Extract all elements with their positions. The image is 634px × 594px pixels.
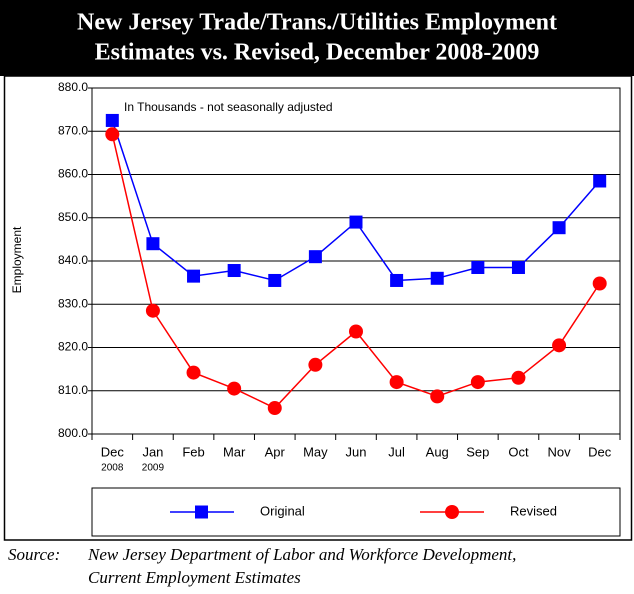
source-text: Current Employment Estimates (88, 568, 301, 587)
marker (227, 381, 242, 396)
marker (186, 365, 201, 380)
x-tick-label: Jun (346, 444, 367, 459)
x-tick-label: Oct (508, 444, 529, 459)
x-tick-label: May (303, 444, 328, 459)
legend-label: Revised (510, 503, 557, 518)
marker (308, 357, 323, 372)
legend-box (91, 487, 621, 537)
x-tick-label: Jan (142, 444, 163, 459)
annotation: In Thousands - not seasonally adjusted (124, 100, 333, 114)
x-tick-label: Feb (182, 444, 204, 459)
marker (511, 370, 526, 385)
marker (268, 273, 282, 287)
marker (552, 338, 567, 353)
marker (471, 260, 485, 274)
x-tick-label: Jul (388, 444, 405, 459)
y-tick-label: 840.0 (58, 253, 88, 267)
marker (430, 389, 445, 404)
y-axis-label: Employment (10, 226, 24, 293)
source-text: New Jersey Department of Labor and Workf… (87, 545, 516, 564)
marker (267, 401, 282, 416)
x-tick-label: Nov (548, 444, 572, 459)
marker (593, 174, 607, 188)
chart-title: Estimates vs. Revised, December 2008-200… (95, 40, 540, 66)
marker (187, 269, 201, 283)
marker (390, 273, 404, 287)
x-tick-label: Apr (265, 444, 286, 459)
marker (430, 271, 444, 285)
marker (227, 264, 241, 278)
y-tick-label: 880.0 (58, 80, 88, 94)
legend-label: Original (260, 503, 305, 518)
x-tick-label: Sep (466, 444, 489, 459)
y-tick-label: 820.0 (58, 340, 88, 354)
marker (511, 260, 525, 274)
x-tick-label: Dec (588, 444, 612, 459)
series-line (111, 120, 601, 282)
source-label: Source: (8, 545, 60, 564)
series-line (111, 134, 601, 409)
x-tick-sublabel: 2008 (101, 463, 124, 474)
marker (552, 221, 566, 235)
marker (105, 113, 119, 127)
marker (349, 215, 363, 229)
frame (3, 75, 633, 541)
y-tick-label: 870.0 (58, 123, 88, 137)
y-tick-label: 810.0 (58, 383, 88, 397)
y-tick-label: 860.0 (58, 167, 88, 181)
marker (349, 324, 363, 339)
legend-marker (445, 505, 459, 519)
marker (105, 127, 120, 142)
title-band (0, 0, 634, 76)
legend-marker (195, 505, 208, 519)
marker (146, 237, 160, 251)
marker (592, 276, 607, 291)
marker (145, 303, 160, 318)
plot-border (91, 87, 621, 435)
x-tick-label: Aug (426, 444, 449, 459)
y-tick-label: 830.0 (58, 296, 88, 310)
marker (389, 375, 404, 390)
y-tick-label: 850.0 (58, 210, 88, 224)
x-tick-label: Mar (223, 444, 246, 459)
y-tick-label: 800.0 (58, 426, 88, 440)
x-tick-label: Dec (101, 444, 125, 459)
marker (470, 375, 485, 390)
x-tick-sublabel: 2009 (142, 463, 165, 474)
marker (308, 250, 322, 264)
chart-title: New Jersey Trade/Trans./Utilities Employ… (77, 10, 557, 36)
